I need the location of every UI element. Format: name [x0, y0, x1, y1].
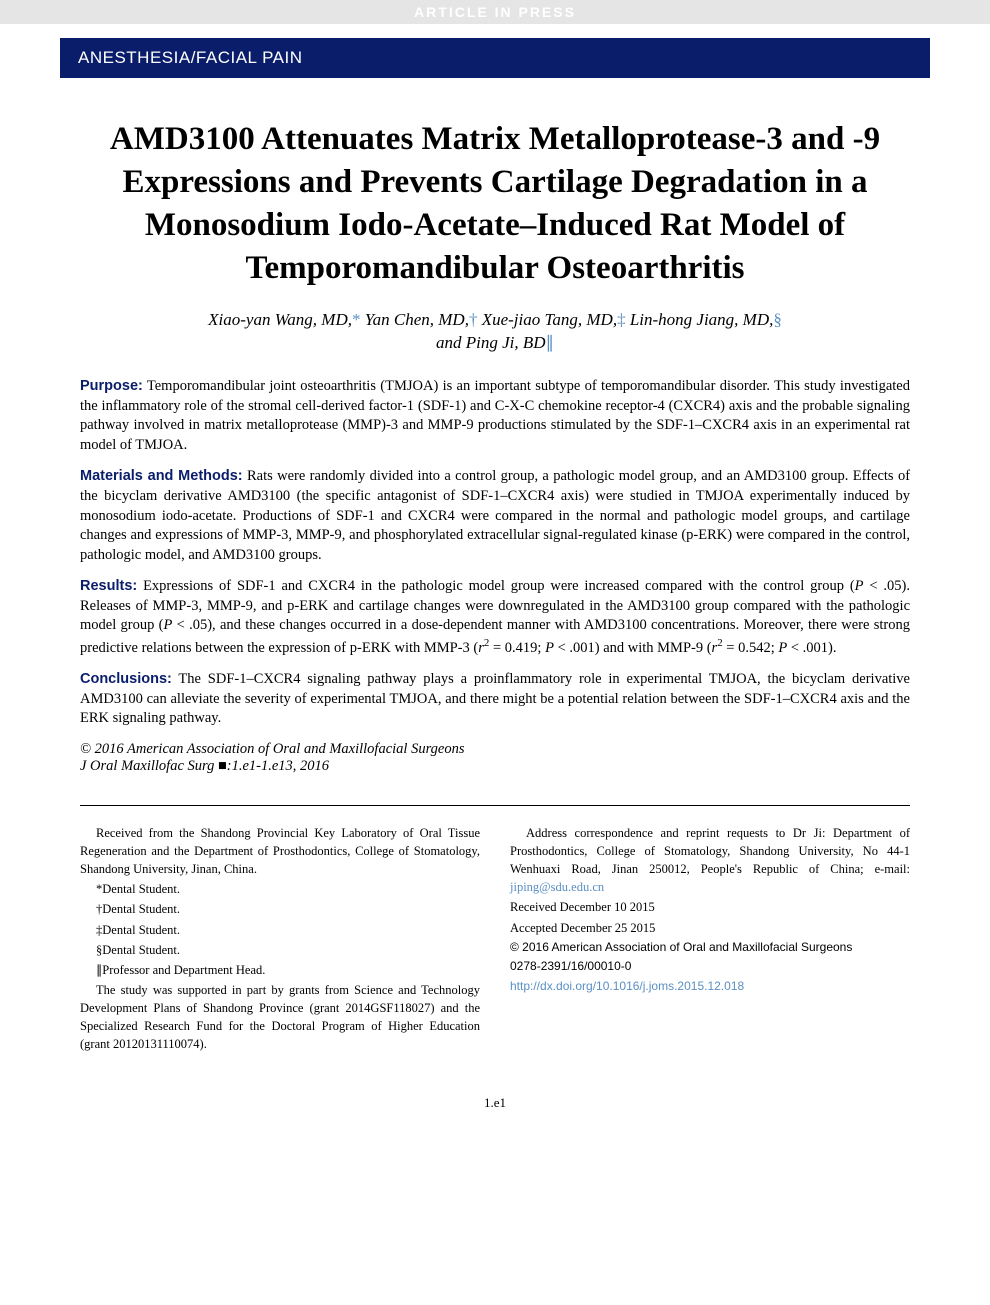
results-text-g: < .001).	[787, 640, 836, 656]
footnote-5: ∥Professor and Department Head.	[80, 961, 480, 979]
abstract-methods: Materials and Methods: Rats were randoml…	[80, 467, 910, 565]
funding-text: The study was supported in part by grant…	[80, 981, 480, 1054]
purpose-text: Temporomandibular joint osteoarthritis (…	[80, 378, 910, 453]
correspondence-text: Address correspondence and reprint reque…	[510, 824, 910, 897]
article-title: AMD3100 Attenuates Matrix Metalloproteas…	[80, 118, 910, 290]
author-2: Yan Chen, MD,	[360, 310, 468, 329]
corr-prefix: Address correspondence and reprint reque…	[510, 826, 910, 876]
abstract-conclusions: Conclusions: The SDF-1–CXCR4 signaling p…	[80, 670, 910, 729]
p-italic-4: P	[778, 640, 787, 656]
footnote-4: §Dental Student.	[80, 941, 480, 959]
p-italic-2: P	[163, 617, 172, 633]
author-1: Xiao-yan Wang, MD,	[208, 310, 352, 329]
footnote-3: ‡Dental Student.	[80, 921, 480, 939]
author-3: Xue-jiao Tang, MD,	[477, 310, 617, 329]
conclusions-text: The SDF-1–CXCR4 signaling pathway plays …	[80, 671, 910, 726]
results-label: Results:	[80, 578, 137, 594]
conclusions-label: Conclusions:	[80, 671, 172, 687]
footer-right-column: Address correspondence and reprint reque…	[510, 824, 910, 1056]
abstract-results: Results: Expressions of SDF-1 and CXCR4 …	[80, 577, 910, 658]
article-in-press-banner: ARTICLE IN PRESS	[0, 0, 990, 24]
results-text-f: = 0.542;	[723, 640, 779, 656]
affiliation-text: Received from the Shandong Provincial Ke…	[80, 824, 480, 878]
results-text-e: < .001) and with MMP-9 (	[554, 640, 712, 656]
copyright-line: © 2016 American Association of Oral and …	[80, 741, 910, 758]
article-content: AMD3100 Attenuates Matrix Metalloproteas…	[0, 118, 990, 775]
authors-block: Xiao-yan Wang, MD,* Yan Chen, MD,† Xue-j…	[80, 308, 910, 356]
email-link[interactable]: jiping@sdu.edu.cn	[510, 880, 604, 894]
page-number: 1.e1	[0, 1095, 990, 1131]
divider-rule	[80, 805, 910, 806]
methods-label: Materials and Methods:	[80, 468, 243, 484]
author-sym-3[interactable]: ‡	[617, 310, 626, 329]
journal-citation: J Oral Maxillofac Surg ■:1.e1-1.e13, 201…	[80, 758, 910, 775]
results-text-a: Expressions of SDF-1 and CXCR4 in the pa…	[143, 578, 855, 594]
p-italic-3: P	[545, 640, 554, 656]
copyright-footer: © 2016 American Association of Oral and …	[510, 939, 910, 956]
issn-text: 0278-2391/16/00010-0	[510, 958, 910, 975]
purpose-label: Purpose:	[80, 378, 143, 394]
section-header: ANESTHESIA/FACIAL PAIN	[60, 38, 930, 78]
author-sym-4[interactable]: §	[773, 310, 782, 329]
author-sym-5[interactable]: ∥	[546, 333, 555, 352]
results-text-d: = 0.419;	[489, 640, 545, 656]
footer-block: Received from the Shandong Provincial Ke…	[0, 824, 990, 1056]
doi-link[interactable]: http://dx.doi.org/10.1016/j.joms.2015.12…	[510, 978, 910, 995]
author-4: Lin-hong Jiang, MD,	[626, 310, 774, 329]
footnote-1: *Dental Student.	[80, 880, 480, 898]
p-italic-1: P	[855, 578, 864, 594]
footnote-2: †Dental Student.	[80, 900, 480, 918]
footer-left-column: Received from the Shandong Provincial Ke…	[80, 824, 480, 1056]
abstract-purpose: Purpose: Temporomandibular joint osteoar…	[80, 377, 910, 455]
received-date: Received December 10 2015	[510, 898, 910, 916]
accepted-date: Accepted December 25 2015	[510, 919, 910, 937]
author-5: and Ping Ji, BD	[436, 333, 546, 352]
